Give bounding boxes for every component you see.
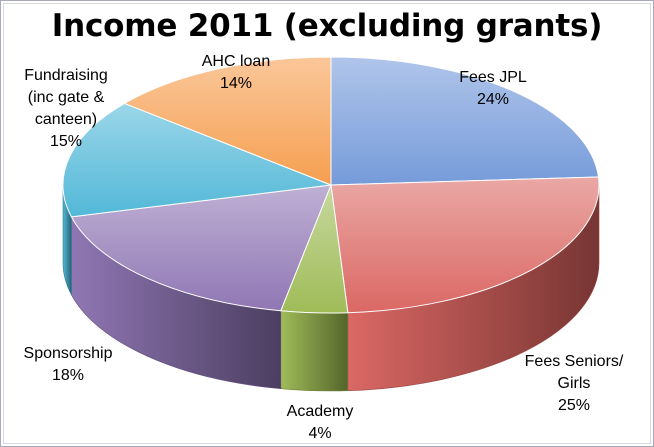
chart-frame-inner [3, 3, 651, 444]
pie-labels: Fees JPL 24% Fees Seniors/Girls 25% Academy 4… [24, 53, 624, 442]
chart-title: Income 2011 (excluding grants) [51, 8, 603, 44]
label-fees-seniors-girls: Fees Seniors/Girls 25% [525, 353, 624, 414]
pie-slice-fees-seniors-girls [330, 176, 600, 314]
label-sponsorship: Sponsorship 18% [24, 345, 113, 384]
pie-slice-sponsorship [70, 184, 332, 312]
pie-side-academy [280, 310, 349, 392]
label-fees-jpl: Fees JPL 24% [459, 69, 527, 108]
pie-slice-fundraising-inc-gate-canteen [62, 102, 332, 218]
pie-slice-ahc-loan [123, 56, 332, 186]
label-academy: Academy 4% [287, 403, 354, 442]
label-fundraising-inc-gate-canteen: Fundraising (inc gate & canteen) 15% [24, 67, 108, 150]
pie-tops [62, 56, 600, 314]
label-ahc-loan: AHC loan 14% [202, 53, 270, 92]
pie-slice-fees-jpl [330, 56, 600, 186]
